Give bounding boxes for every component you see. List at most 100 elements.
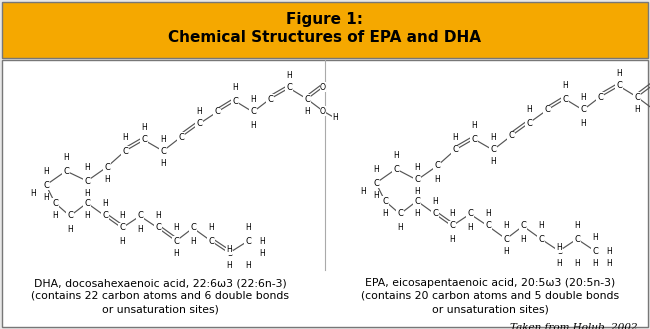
Text: H: H [259,249,265,259]
Text: H: H [119,237,125,245]
Text: H: H [104,175,110,185]
Text: C: C [84,176,90,186]
Text: C: C [373,179,379,188]
Text: C: C [467,210,473,218]
Text: H: H [250,94,256,104]
Text: H: H [250,120,256,130]
Text: H: H [562,82,568,90]
Text: H: H [580,92,586,102]
Text: H: H [52,212,58,220]
Text: C: C [393,164,399,173]
Text: H: H [373,164,379,173]
Text: H: H [503,221,509,231]
Text: H: H [574,260,580,268]
Text: H: H [592,234,598,242]
Text: H: H [526,105,532,114]
Text: C: C [214,108,220,116]
Text: C: C [245,237,251,245]
Text: H: H [160,135,166,143]
Text: C: C [434,162,440,170]
Text: H: H [30,189,36,197]
Text: H: H [449,235,455,243]
Text: H: H [43,193,49,203]
Text: C: C [382,196,388,206]
Text: DHA, docosahexaenoic acid, 22:6ω3 (22:6n-3): DHA, docosahexaenoic acid, 22:6ω3 (22:6n… [34,278,287,288]
Text: H: H [226,245,232,255]
Text: H: H [122,134,128,142]
Text: H: H [196,107,202,115]
Text: C: C [580,106,586,114]
Text: H: H [84,164,90,172]
Text: C: C [119,223,125,233]
Text: H: H [485,209,491,217]
Text: H: H [141,122,147,132]
Text: or unsaturation sites): or unsaturation sites) [101,304,218,314]
FancyBboxPatch shape [2,2,648,58]
Text: H: H [538,221,544,231]
Text: H: H [574,221,580,231]
Text: C: C [616,82,622,90]
Text: C: C [544,106,550,114]
Text: H: H [397,222,403,232]
Text: H: H [520,235,526,243]
Text: Figure 1:: Figure 1: [287,12,363,27]
Text: C: C [304,94,310,104]
Text: H: H [245,262,251,270]
Text: H: H [84,190,90,198]
Text: H: H [43,166,49,175]
Text: H: H [173,249,179,259]
Text: H: H [634,106,640,114]
Text: C: C [102,212,108,220]
Text: C: C [286,84,292,92]
Text: H: H [616,68,622,78]
Text: H: H [556,243,562,252]
Text: C: C [526,118,532,128]
Text: H: H [67,224,73,234]
Text: H: H [245,223,251,233]
Text: H: H [592,260,598,268]
Text: H: H [606,246,612,256]
Text: C: C [490,145,496,155]
Text: H: H [606,260,612,268]
Text: H: H [286,70,292,80]
Text: H: H [449,209,455,217]
Text: H: H [414,188,420,196]
Text: C: C [137,212,143,220]
Text: H: H [190,237,196,245]
Text: H: H [373,191,379,200]
Text: C: C [452,145,458,155]
Text: C: C [226,248,232,258]
Text: H: H [119,211,125,219]
Text: H: H [304,108,310,116]
Text: C: C [155,223,161,233]
Text: C: C [267,94,273,104]
Text: H: H [467,222,473,232]
Text: H: H [137,224,143,234]
Text: H: H [414,163,420,171]
Text: C: C [471,135,477,143]
Text: C: C [556,246,562,256]
Text: C: C [414,175,420,185]
Text: H: H [490,158,496,166]
Text: H: H [382,210,388,218]
Text: H: H [432,196,438,206]
Text: H: H [173,223,179,233]
Text: C: C [173,237,179,245]
Text: H: H [160,159,166,167]
Text: C: C [52,198,58,208]
Text: O: O [320,107,326,115]
Text: C: C [122,146,128,156]
Text: H: H [84,212,90,220]
Text: H: H [414,210,420,218]
Text: (contains 20 carbon atoms and 5 double bonds: (contains 20 carbon atoms and 5 double b… [361,291,619,301]
Text: C: C [104,163,110,171]
Text: C: C [574,235,580,243]
Text: H: H [226,262,232,270]
Text: or unsaturation sites): or unsaturation sites) [432,304,549,314]
Text: C: C [196,119,202,129]
Text: C: C [634,92,640,102]
Text: C: C [208,237,214,245]
Text: H: H [580,118,586,128]
Text: O: O [320,83,326,91]
Text: C: C [520,221,526,231]
